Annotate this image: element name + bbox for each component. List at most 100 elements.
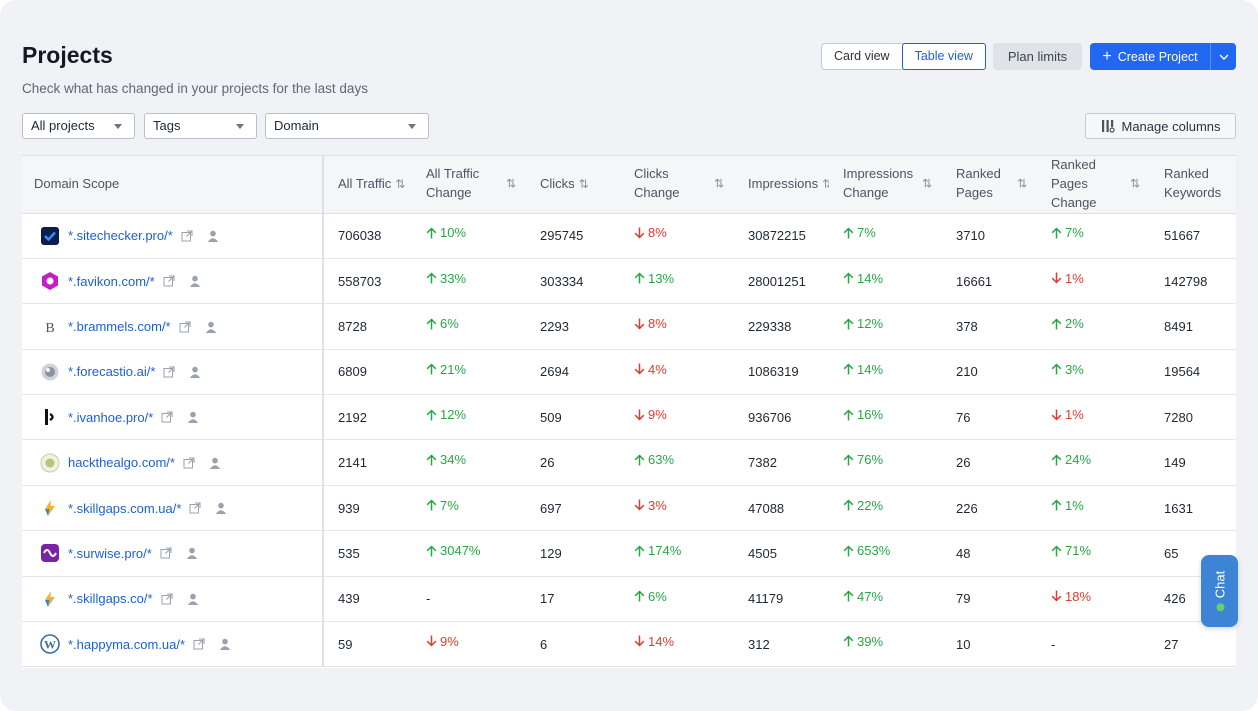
domain-cell: hackthealgo.com/* (22, 439, 324, 486)
domain-cell: *.skillgaps.com.ua/* (22, 485, 324, 532)
header-clicks[interactable]: Clicks ⇅ (526, 156, 620, 214)
create-project-main[interactable]: + Create Project (1090, 43, 1210, 70)
arrow-up-icon (634, 545, 645, 557)
domain-link[interactable]: *.forecastio.ai/* (68, 364, 156, 380)
impressions-change-cell: 76% (829, 439, 942, 486)
ranked-keywords-cell: 1631 (1150, 485, 1236, 532)
ranked-pages-change-cell-value: 24% (1065, 452, 1092, 468)
manage-columns-button[interactable]: Manage columns (1085, 113, 1236, 139)
sort-icon[interactable]: ⇅ (822, 176, 833, 191)
table-row[interactable]: *.surwise.pro/* 535 3047% 129 174% 4505 653% 48… (22, 530, 1236, 577)
table-row[interactable]: *.skillgaps.co/* 439-17 6% 41179 47% 79 18% 426 (22, 576, 1236, 623)
user-icon[interactable] (187, 411, 199, 424)
table-row[interactable]: *.forecastio.ai/* 6809 21% 2694 4% 1086319 14%… (22, 349, 1236, 396)
header-all-traffic-change[interactable]: All Traffic Change ⇅ (412, 156, 526, 214)
sort-icon[interactable]: ⇅ (921, 176, 932, 191)
card-view-button[interactable]: Card view (834, 49, 890, 63)
ranked-pages-change-cell-badge: 7% (1051, 225, 1084, 240)
clicks-change-cell-badge: 9% (634, 407, 667, 422)
domain-link[interactable]: *.surwise.pro/* (68, 545, 152, 561)
create-project-dropdown[interactable] (1210, 43, 1236, 70)
ranked-keywords-cell: 51667 (1150, 213, 1236, 259)
impressions-change-cell-value: 7% (857, 225, 876, 241)
table-row[interactable]: *.favikon.com/* 558703 33% 303334 13% 2800125… (22, 258, 1236, 305)
arrow-down-icon (634, 635, 645, 648)
chat-label-wrap: Chat (1212, 571, 1227, 612)
chevron-down-icon (1219, 54, 1228, 60)
external-link-icon[interactable] (161, 411, 173, 423)
user-icon[interactable] (189, 366, 201, 378)
header-ranked-pages-change[interactable]: Ranked Pages Change ⇅ (1037, 156, 1150, 214)
table-row[interactable]: B *.brammels.com/* 8728 6% 2293 8% 229338 12% 37… (22, 303, 1236, 350)
impressions-change-cell: 12% (829, 303, 942, 350)
all-traffic-change-cell-value: 33% (440, 270, 467, 286)
sort-icon[interactable]: ⇅ (713, 176, 724, 191)
chat-widget-button[interactable]: Chat (1201, 555, 1238, 627)
domain-link[interactable]: *.favikon.com/* (68, 273, 155, 289)
projects-filter-select[interactable]: All projects (22, 113, 135, 139)
arrow-up-icon (843, 590, 854, 602)
external-link-icon[interactable] (163, 275, 175, 287)
header-ranked-keywords[interactable]: Ranked Keywords (1150, 156, 1236, 214)
user-icon[interactable] (189, 275, 201, 288)
header-impressions-label: Impressions (748, 175, 819, 191)
table-row[interactable]: *.sitechecker.pro/* 706038 10% 295745 8% 3087… (22, 213, 1236, 259)
header-impressions-change[interactable]: Impressions Change ⇅ (829, 156, 942, 214)
create-project-button[interactable]: + Create Project (1090, 43, 1236, 70)
tags-filter-select[interactable]: Tags (144, 113, 257, 139)
external-link-icon[interactable] (181, 230, 193, 242)
external-link-icon[interactable] (193, 638, 205, 650)
arrow-up-icon (1051, 227, 1062, 239)
user-icon[interactable] (186, 547, 198, 560)
table-view-button[interactable]: Table view (901, 43, 986, 70)
clicks-change-cell-badge: 13% (634, 271, 674, 286)
domain-link[interactable]: hackthealgo.com/* (68, 455, 175, 471)
header-all-traffic[interactable]: All Traffic ⇅ (323, 156, 412, 214)
table-row[interactable]: *.ivanhoe.pro/* 2192 12% 509 9% 936706 16% 76 1%… (22, 394, 1236, 441)
domain-link[interactable]: *.happyma.com.ua/* (68, 636, 186, 652)
plan-limits-button[interactable]: Plan limits (993, 43, 1082, 70)
impressions-cell: 28001251 (734, 258, 829, 305)
domain-filter-select[interactable]: Domain (265, 113, 429, 139)
external-link-icon[interactable] (163, 366, 175, 378)
all-traffic-change-cell: 12% (412, 394, 526, 441)
user-icon[interactable] (215, 502, 227, 515)
table-row[interactable]: W *.happyma.com.ua/* 59 9% 6 14% 312 39% 10- 27 (22, 621, 1236, 668)
all-traffic-change-cell-value: 6% (440, 316, 459, 332)
user-icon[interactable] (187, 593, 199, 605)
user-icon[interactable] (205, 321, 217, 333)
external-link-icon[interactable] (161, 593, 173, 605)
domain-cell: *.sitechecker.pro/* (22, 213, 324, 259)
external-link-icon[interactable] (179, 320, 191, 333)
domain-link[interactable]: *.ivanhoe.pro/* (68, 409, 154, 425)
external-link-icon[interactable] (189, 502, 202, 514)
all-traffic-cell: 6809 (323, 349, 412, 396)
sort-icon[interactable]: ⇅ (505, 176, 516, 191)
domain-link[interactable]: *.sitechecker.pro/* (68, 228, 173, 244)
ranked-pages-change-cell-badge: 18% (1051, 589, 1091, 604)
external-link-icon[interactable] (160, 547, 172, 559)
header-ranked-pages[interactable]: Ranked Pages ⇅ (942, 156, 1037, 214)
user-icon[interactable] (209, 457, 221, 469)
plus-icon: + (1102, 47, 1112, 65)
table-row[interactable]: hackthealgo.com/* 2141 34% 26 63% 7382 76% 26 24… (22, 439, 1236, 486)
all-traffic-cell: 439 (323, 576, 412, 623)
sort-icon[interactable]: ⇅ (1016, 176, 1027, 191)
domain-link[interactable]: *.skillgaps.co/* (68, 591, 153, 607)
header-all-traffic-label: All Traffic (338, 175, 392, 191)
header-impressions[interactable]: Impressions ⇅ (734, 156, 833, 214)
header-ranked-keywords-label: Ranked Keywords (1164, 166, 1222, 201)
domain-link[interactable]: *.brammels.com/* (68, 319, 171, 334)
sitechecker-icon (40, 226, 60, 246)
user-icon[interactable] (219, 638, 231, 651)
sort-icon[interactable]: ⇅ (395, 176, 406, 191)
external-link-icon[interactable] (183, 457, 195, 469)
sort-icon[interactable]: ⇅ (578, 176, 589, 191)
sort-icon[interactable]: ⇅ (1129, 176, 1140, 191)
projects-table-container[interactable]: Domain Scope All Traffic ⇅ All Traffic Ch… (22, 155, 1236, 668)
impressions-change-cell: 16% (829, 394, 942, 441)
user-icon[interactable] (207, 230, 219, 242)
domain-link[interactable]: *.skillgaps.com.ua/* (68, 500, 182, 516)
header-clicks-change[interactable]: Clicks Change ⇅ (620, 156, 734, 214)
table-row[interactable]: *.skillgaps.com.ua/* 939 7% 697 3% 47088 22% 22… (22, 485, 1236, 532)
